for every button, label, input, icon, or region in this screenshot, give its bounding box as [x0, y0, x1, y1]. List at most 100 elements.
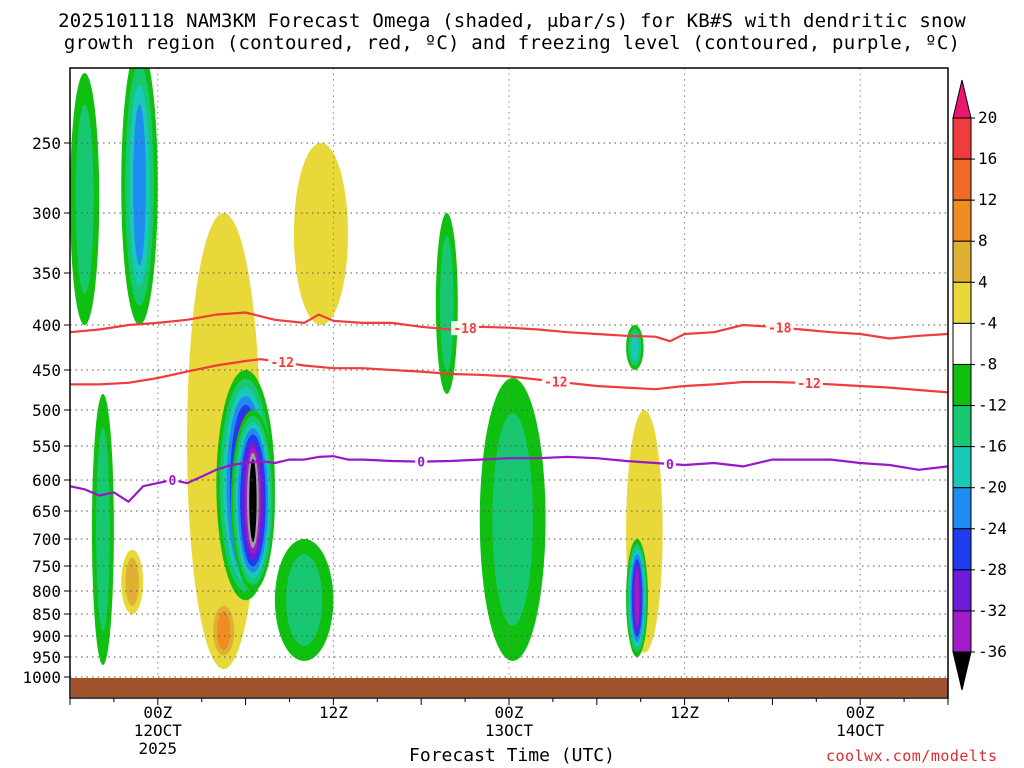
omega-region	[274, 539, 334, 661]
contour-label-bg	[765, 320, 794, 335]
contour-label-bg	[415, 454, 428, 469]
colorbar-segment	[952, 528, 972, 571]
omega-colorbar: 20 16 12 8 4 -4 -8 -12 -16 -20 -24 -28 -32 -36	[952, 79, 1007, 691]
omega-region	[121, 68, 158, 325]
contour-label: -18	[453, 322, 477, 337]
pressure-tick-label: 1000	[22, 668, 61, 687]
omega-region	[91, 394, 114, 665]
pressure-tick-label: 600	[32, 471, 61, 490]
omega-contour-fill	[286, 554, 323, 646]
colorbar-label: -8	[978, 354, 997, 373]
omega-contour-fill	[133, 104, 146, 266]
time-tick-label: 12OCT	[134, 721, 183, 740]
colorbar-segment	[952, 569, 972, 612]
time-tick-label: 14OCT	[836, 721, 885, 740]
time-tick-label: 2025	[139, 739, 178, 758]
colorbar-segment	[952, 610, 972, 653]
colorbar-label: -4	[978, 313, 997, 332]
omega-contour-fill	[217, 611, 231, 651]
omega-contour-fill	[75, 104, 94, 294]
omega-contour-fill	[492, 413, 533, 626]
contour-label-bg	[268, 355, 297, 370]
omega-region	[230, 410, 275, 591]
colorbar-label: 20	[978, 108, 997, 127]
pressure-tick-label: 350	[32, 264, 61, 283]
colorbar-segment	[952, 117, 972, 160]
colorbar-label: -12	[978, 396, 1007, 415]
temperature-contours: -18 -18 -12 -12 -12 0 0 0	[70, 311, 948, 503]
contour-label: 0	[666, 458, 674, 473]
colorbar-segment	[952, 158, 972, 201]
contour-label-bg	[794, 376, 823, 391]
contour-label: 0	[417, 456, 425, 471]
colorbar-segment	[952, 405, 972, 448]
pressure-tick-label: 650	[32, 502, 61, 521]
pressure-tick-label: 700	[32, 530, 61, 549]
pressure-tick-label: 500	[32, 401, 61, 420]
omega-contour-fill	[630, 333, 639, 362]
colorbar-segment	[952, 199, 972, 242]
pressure-tick-label: 400	[32, 316, 61, 335]
omega-region	[479, 378, 546, 661]
colorbar-segment	[952, 281, 972, 324]
colorbar-segment	[952, 240, 972, 283]
colorbar-label: 8	[978, 231, 988, 250]
colorbar-label: -32	[978, 601, 1007, 620]
time-tick-label: 00Z	[495, 703, 524, 722]
pressure-tick-label: 550	[32, 437, 61, 456]
contour-label: -18	[768, 321, 792, 336]
pressure-tick-label: 900	[32, 627, 61, 646]
omega-region	[121, 549, 144, 615]
credit-link[interactable]: coolwx.com/modelts	[826, 747, 998, 765]
omega-contour-fill	[634, 569, 640, 627]
colorbar-bottom-arrow	[952, 651, 972, 691]
omega-region	[293, 143, 349, 325]
colorbar-top-arrow	[952, 79, 972, 119]
contour-label-bg	[451, 321, 480, 336]
omega-contour-fill	[249, 459, 257, 542]
chart-title-line-2: growth region (contoured, red, ºC) and f…	[63, 32, 961, 54]
contour-label: -12	[544, 376, 567, 391]
contour-label: -12	[270, 356, 293, 371]
contour-label-bg	[541, 374, 570, 389]
ground-surface	[71, 678, 948, 697]
x-axis-title: Forecast Time (UTC)	[409, 745, 615, 766]
pressure-axis: 250 300 350 400 450 500 550 600 650 700 750 800 850 9…	[22, 134, 70, 687]
omega-region	[209, 600, 239, 661]
omega-contour-fill	[125, 557, 139, 606]
colorbar-segment	[952, 446, 972, 489]
pressure-tick-label: 800	[32, 582, 61, 601]
omega-region	[626, 539, 649, 657]
gridlines	[70, 68, 948, 698]
contour-label-bg	[663, 457, 676, 472]
time-tick-label: 13OCT	[485, 721, 534, 740]
time-tick-label: 00Z	[846, 703, 875, 722]
colorbar-label: 12	[978, 190, 997, 209]
omega-shading	[70, 68, 663, 669]
chart-title-line-1: 2025101118 NAM3KM Forecast Omega (shaded…	[58, 10, 966, 32]
colorbar-label: 16	[978, 149, 997, 168]
omega-contour-fill	[96, 427, 110, 632]
pressure-tick-label: 300	[32, 204, 61, 223]
omega-region	[70, 73, 100, 325]
colorbar-label: -28	[978, 560, 1007, 579]
contour-label: 0	[169, 474, 177, 489]
colorbar-label: -36	[978, 642, 1007, 661]
colorbar-segment	[952, 363, 972, 407]
omega-contour-fill	[440, 235, 454, 372]
contour-label: -12	[797, 377, 820, 392]
omega-contour-fill	[293, 143, 349, 325]
colorbar-label: 4	[978, 272, 988, 291]
contour-label-bg	[166, 473, 179, 487]
pressure-tick-label: 850	[32, 605, 61, 624]
colorbar-label: -20	[978, 478, 1007, 497]
colorbar-label: -16	[978, 437, 1007, 456]
omega-region	[626, 325, 644, 370]
time-tick-label: 12Z	[670, 703, 699, 722]
colorbar-label: -24	[978, 519, 1007, 538]
time-tick-label: 12Z	[319, 703, 348, 722]
omega-region	[435, 213, 458, 394]
colorbar-segment	[952, 322, 972, 365]
time-tick-label: 00Z	[143, 703, 172, 722]
